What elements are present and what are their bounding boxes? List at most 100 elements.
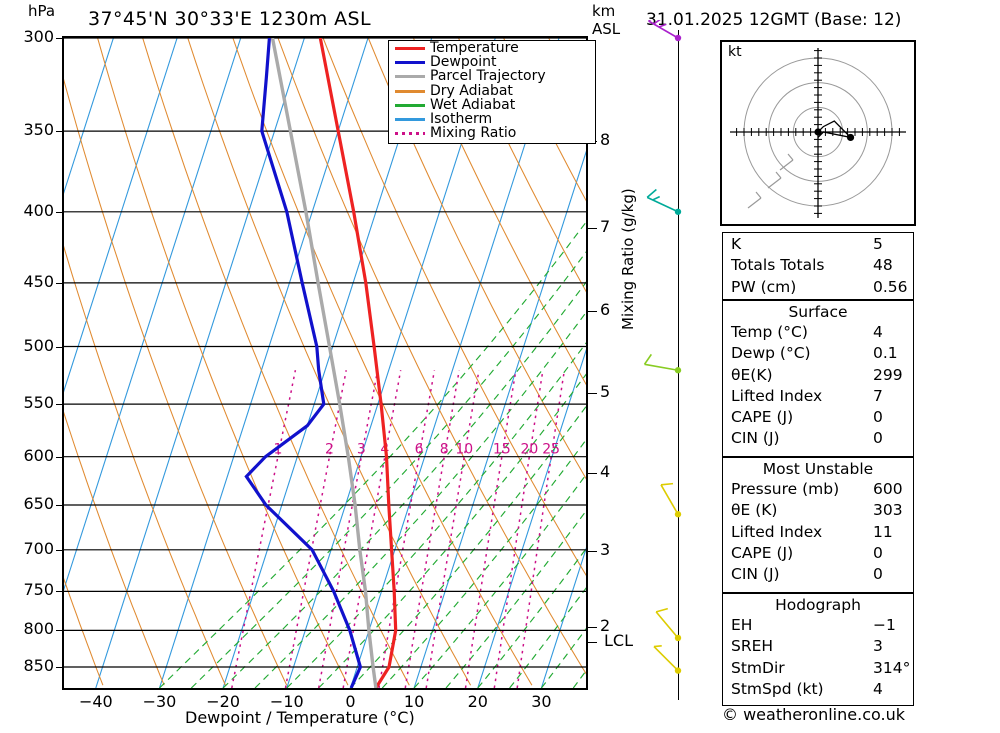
data-row-key: Lifted Index — [731, 522, 823, 541]
data-row-value: 4 — [873, 679, 883, 698]
panel-title: Most Unstable — [762, 460, 874, 478]
mixing-ratio-line — [231, 370, 297, 688]
panel-most-unstable: Most Unstable Pressure (mb) 600 θE (K) 303 Li… — [722, 457, 914, 593]
data-row: Pressure (mb) 600 — [723, 478, 913, 499]
pressure-tick-label-850: 850 — [23, 656, 54, 676]
isotherm-line — [286, 38, 496, 688]
data-row-key: CAPE (J) — [731, 408, 794, 427]
mixing-ratio-line — [464, 370, 517, 688]
data-row-value: 0 — [873, 565, 883, 584]
data-row-value: 5 — [873, 235, 883, 253]
temperature-tick-label--10: −10 — [269, 692, 304, 711]
skewt-plot-area[interactable]: 1 2 3 4 6 8 10 15 20 25 — [62, 36, 588, 690]
isotherm-line — [222, 38, 433, 688]
mixing-ratio-label: 3 — [357, 442, 366, 458]
height-tick — [588, 311, 597, 313]
temperature-tick-label-20: 20 — [467, 692, 488, 711]
pressure-tick-label-500: 500 — [23, 335, 54, 355]
pressure-tick — [56, 505, 63, 506]
isotherm-line — [64, 38, 114, 194]
legend-swatch-parcel-trajectory — [395, 75, 425, 79]
pressure-tick — [56, 591, 63, 593]
dry-adiabat-line — [97, 38, 349, 686]
height-tick — [588, 550, 597, 552]
pressure-tick-label-650: 650 — [23, 494, 54, 513]
hodograph[interactable]: kt — [720, 40, 916, 226]
wind-barb — [648, 20, 682, 42]
legend: Temperature Dewpoint Parcel Trajectory Dry … — [388, 40, 596, 144]
data-row-value: 0.1 — [873, 344, 898, 363]
mixing-ratio-label: 2 — [325, 442, 334, 458]
legend-label-wet-adiabat: Wet Adiabat — [430, 96, 516, 113]
mixing-ratio-label: 20 — [520, 442, 538, 458]
legend-swatch-isotherm — [395, 117, 425, 121]
wet-adiabat-line — [159, 221, 586, 688]
data-row: CIN (J) 0 — [723, 427, 913, 448]
pressure-tick-label-550: 550 — [23, 393, 54, 413]
data-row-key: StmSpd (kt) — [731, 679, 824, 698]
data-row-key: SREH — [731, 637, 774, 656]
data-row-value: 4 — [873, 323, 883, 341]
x-axis-title: Dewpoint / Temperature (°C) — [185, 708, 415, 727]
hodograph-unit-label: kt — [728, 44, 742, 60]
pressure-tick — [56, 404, 63, 406]
panel-title: Hodograph — [775, 596, 861, 614]
mixing-ratio-line — [378, 370, 436, 688]
data-row-value: 0 — [873, 408, 883, 427]
data-row-value: 3 — [873, 637, 883, 656]
legend-item-dewpoint: Dewpoint — [389, 54, 595, 71]
data-row-key: EH — [731, 616, 753, 634]
data-row-key: Temp (°C) — [731, 323, 808, 341]
height-tick-label-2: 2 — [600, 615, 611, 635]
height-tick-label-7: 7 — [600, 216, 611, 236]
height-tick — [588, 472, 597, 474]
wet-adiabat-line — [509, 587, 586, 688]
mixing-ratio-line — [493, 370, 544, 688]
data-row-key: StmDir — [731, 658, 785, 677]
pressure-tick — [56, 630, 63, 632]
height-tick — [588, 626, 597, 628]
mixing-ratio-label: 6 — [415, 442, 424, 458]
data-row: SREH 3 — [723, 635, 913, 656]
wind-barb — [655, 607, 682, 642]
dry-adiabat-line — [64, 411, 165, 686]
data-row-value: 299 — [873, 365, 903, 384]
legend-swatch-mixing-ratio — [395, 132, 425, 136]
dry-adiabat-line — [367, 38, 586, 480]
mixing-ratio-label: 10 — [455, 442, 473, 458]
pressure-tick — [56, 346, 63, 348]
pressure-tick — [56, 549, 63, 551]
data-row: Lifted Index 7 — [723, 385, 913, 406]
height-tick-label-3: 3 — [600, 539, 611, 559]
legend-swatch-wet-adiabat — [395, 103, 425, 107]
series-parcel-trajectory — [270, 38, 378, 688]
wind-barb — [643, 353, 682, 374]
isotherm-line — [95, 38, 305, 688]
pressure-tick — [56, 456, 63, 458]
data-row: StmSpd (kt) 4 — [723, 678, 913, 699]
isotherm-line — [540, 547, 586, 688]
data-row-value: 600 — [873, 480, 903, 498]
data-row-key: Lifted Index — [731, 386, 823, 405]
sounding-panel: hPa 37°45'N 30°33'E 1230m ASL km ASL 1 2 3… — [23, 2, 637, 727]
skewt-svg: 1 2 3 4 6 8 10 15 20 25 — [64, 38, 586, 688]
data-row-value: 0 — [873, 543, 883, 562]
isotherm-line — [64, 38, 242, 591]
wind-barb-axis — [678, 30, 679, 700]
legend-label-dewpoint: Dewpoint — [430, 54, 497, 71]
panel-hodograph-stats: Hodograph EH −1 SREH 3 StmDir 314° StmSpd (kt) 4 — [722, 593, 914, 706]
wet-adiabat-line — [254, 311, 586, 688]
legend-label-isotherm: Isotherm — [430, 110, 493, 127]
dry-adiabat-line — [64, 245, 226, 686]
data-row: EH −1 — [723, 614, 913, 635]
pressure-tick — [56, 667, 63, 669]
isotherm-line — [64, 38, 178, 393]
height-tick — [588, 227, 597, 229]
legend-item-dry-adiabat: Dry Adiabat — [389, 83, 595, 99]
dry-adiabat-line — [277, 38, 586, 675]
data-row: Lifted Index 11 — [723, 521, 913, 542]
data-row-key: K — [731, 235, 742, 253]
height-unit-label-km: km — [592, 2, 616, 20]
pressure-tick-label-300: 300 — [23, 27, 54, 46]
